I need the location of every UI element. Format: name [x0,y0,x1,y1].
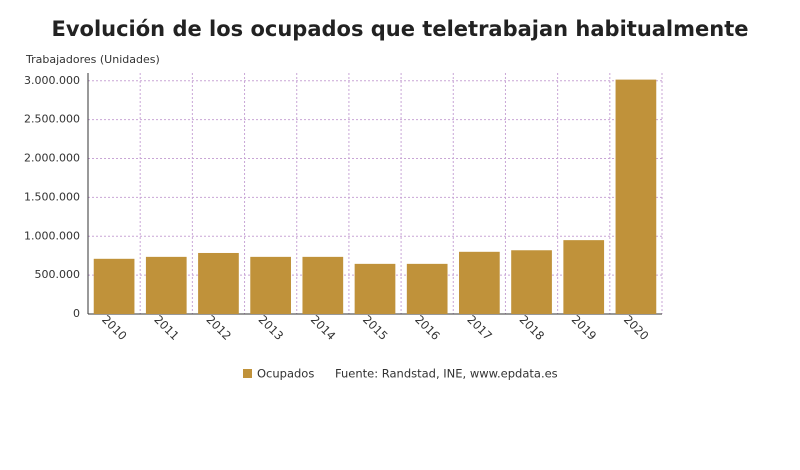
y-tick-label: 1.500.000 [24,190,80,203]
x-tick-label: 2010 [99,312,130,343]
bar [459,251,500,314]
legend-label: Ocupados [257,367,314,381]
bar [198,252,239,314]
chart-title: Evolución de los ocupados que teletrabaj… [52,17,749,41]
bar [302,256,344,314]
x-tick-label: 2019 [569,312,600,343]
x-tick-label: 2015 [360,312,391,343]
bar [250,256,291,314]
source: Fuente: Randstad, INE, www.epdata.es [335,367,558,381]
y-axis-label: Trabajadores (Unidades) [25,53,160,66]
y-tick-label: 3.000.000 [24,74,80,87]
bar [563,240,605,314]
y-tick-label: 2.000.000 [24,152,80,165]
y-tick-label: 1.000.000 [24,229,80,242]
x-tick-label: 2017 [464,312,495,343]
x-tick-label: 2016 [412,312,443,343]
x-tick-label: 2020 [621,312,652,343]
bar [511,250,552,314]
bar [406,263,448,314]
x-tick-label: 2014 [308,312,339,343]
x-tick-label: 2012 [204,312,235,343]
y-tick-label: 0 [73,307,80,320]
x-tick-label: 2013 [256,312,287,343]
y-tick-label: 500.000 [35,268,81,281]
legend-swatch [243,369,252,378]
bar [354,263,396,314]
bar [145,256,187,314]
x-tick-label: 2011 [151,312,182,343]
bar [93,258,135,314]
x-tick-label: 2018 [517,312,548,343]
bar [615,79,657,314]
y-tick-label: 2.500.000 [24,113,80,126]
